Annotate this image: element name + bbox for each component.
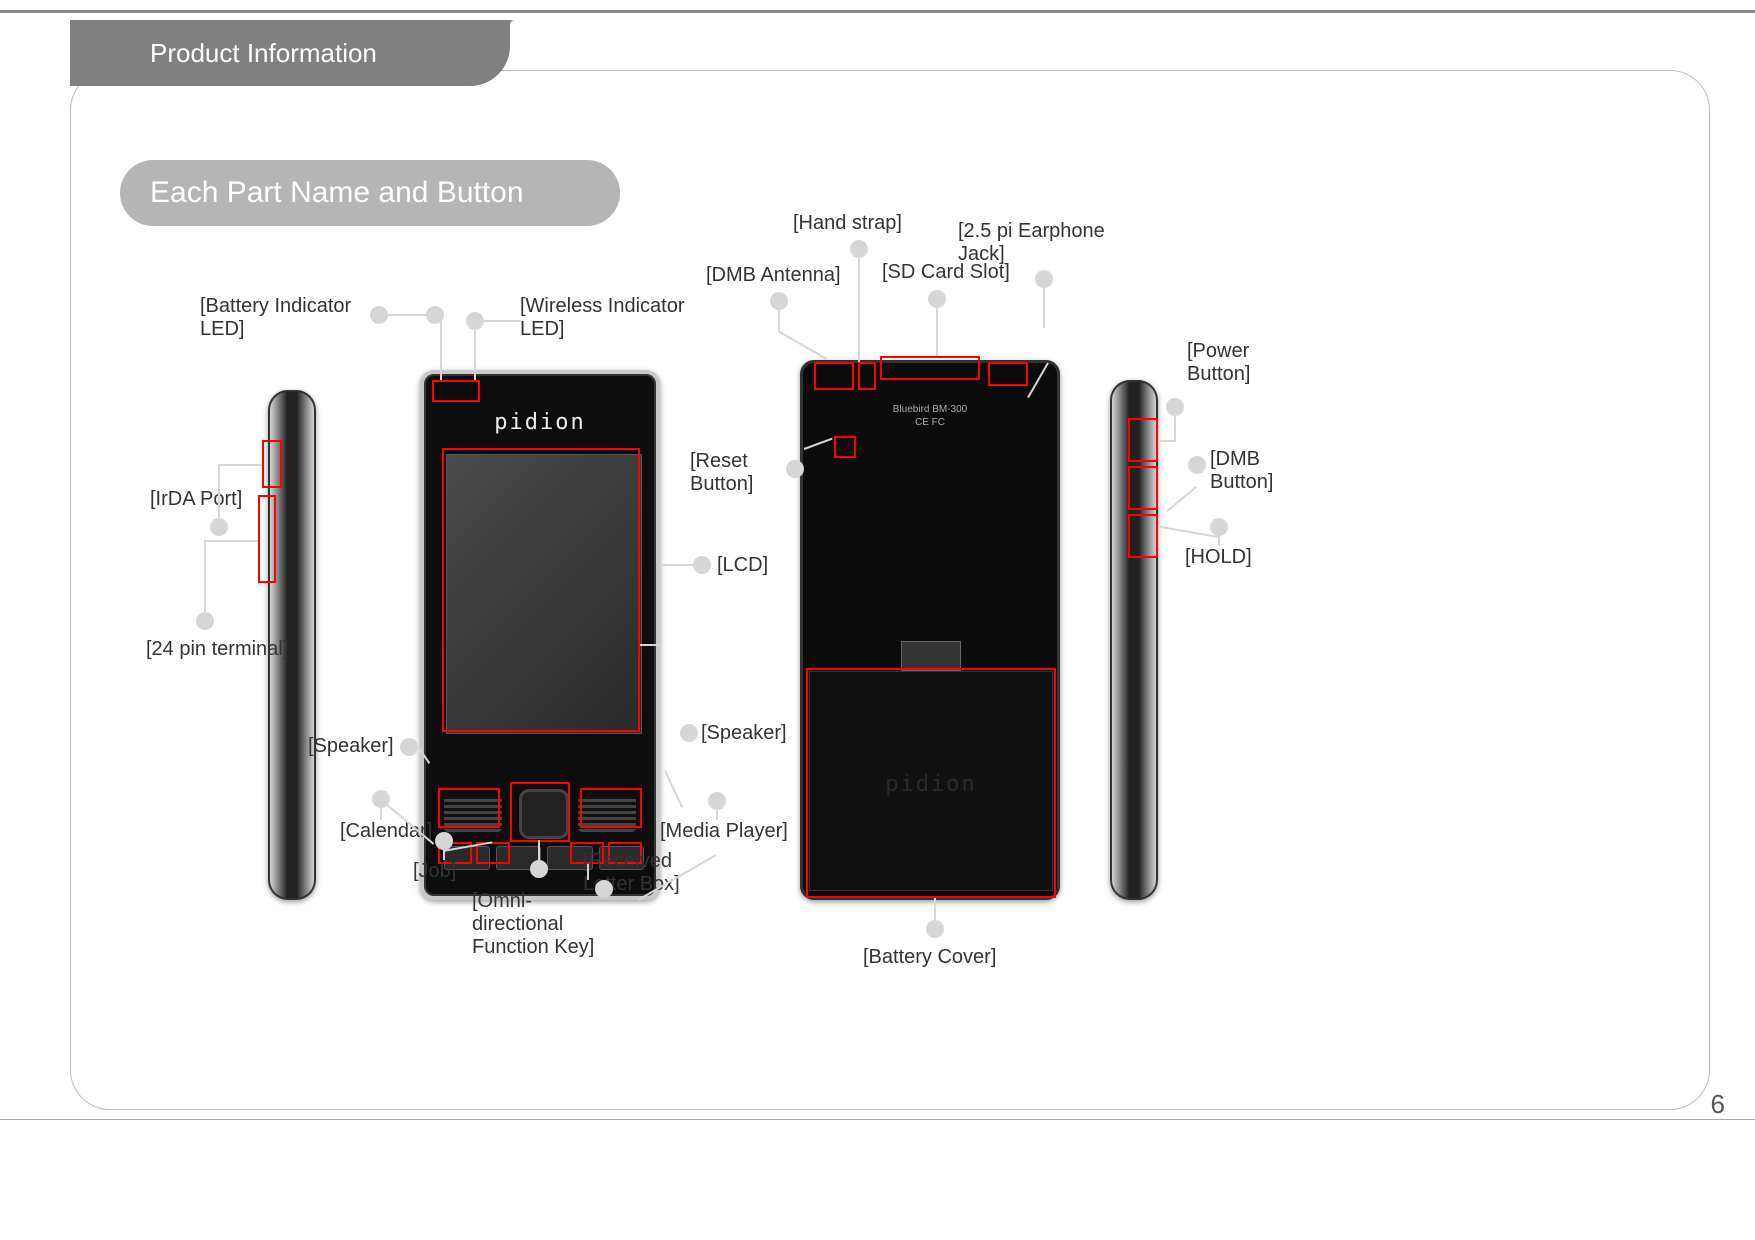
dot-hand-strap [850, 240, 868, 258]
leader-batt-cover-v [934, 898, 936, 920]
dot-dmb-btn [1188, 456, 1206, 474]
hl-speaker-l [438, 788, 500, 828]
brand-front: pidion [424, 410, 656, 435]
leader-lcd-d [640, 644, 662, 646]
hl-earphone [988, 362, 1028, 386]
leader-sd-v [936, 308, 938, 356]
dot-irda [210, 518, 228, 536]
leader-lcd-v [660, 564, 662, 644]
leader-wireless-h [484, 320, 520, 322]
dot-power [1166, 398, 1184, 416]
leader-received [587, 864, 589, 880]
dot-dmb-ant [770, 292, 788, 310]
label-dmb-ant: [DMB Antenna] [706, 264, 841, 287]
dot-earphone [1035, 270, 1053, 288]
dot-battery-led [370, 306, 388, 324]
label-24pin: [24 pin terminal] [146, 638, 288, 661]
dot-sd [928, 290, 946, 308]
hl-sd [880, 356, 980, 380]
hl-leds [432, 380, 480, 402]
windows-mobile-badge [901, 641, 961, 671]
dot-hold [1210, 518, 1228, 536]
hl-power [1128, 418, 1158, 462]
label-earphone: [2.5 pi Earphone Jack] [958, 220, 1118, 266]
hl-reset [834, 436, 856, 458]
label-speaker-r: [Speaker] [701, 722, 787, 745]
leader-lcd-h [662, 564, 693, 566]
hl-lcd [442, 448, 640, 732]
header-title: Product Information [150, 38, 377, 69]
hl-speaker-r [580, 788, 642, 828]
dot-speaker-r [680, 724, 698, 742]
back-model: Bluebird BM-300 CE FC [801, 403, 1059, 429]
leader-irda-h [218, 464, 220, 518]
leader-power-d [1158, 440, 1176, 442]
label-wireless-led: [Wireless Indicator LED] [520, 295, 720, 341]
label-hold: [HOLD] [1185, 546, 1252, 569]
label-lcd: [LCD] [717, 554, 768, 577]
leader-dmb-ant-v [778, 310, 780, 330]
section-title: Each Part Name and Button [150, 176, 524, 210]
header-pill: Product Information [70, 20, 510, 86]
dot-lcd [693, 556, 711, 574]
leader-wireless-v [474, 320, 476, 380]
dot-media [708, 792, 726, 810]
leader-dmb-ant-d [778, 330, 827, 360]
label-battery-led: [Battery Indicator LED] [200, 295, 380, 341]
hl-hold [1128, 514, 1158, 558]
hl-batt-cover [806, 668, 1056, 898]
label-reset: [Reset Button] [690, 450, 780, 496]
leader-calendar-v [380, 808, 382, 820]
dot-batt-cover [926, 920, 944, 938]
label-dmb-btn: [DMB Button] [1210, 448, 1290, 494]
leader-24pin-v [204, 540, 206, 612]
dot-24pin [196, 612, 214, 630]
leader-irda-d [218, 464, 262, 466]
leader-media-v [716, 810, 718, 820]
hl-hand-strap [858, 362, 876, 390]
hl-nav [510, 782, 570, 842]
dot-received [595, 880, 613, 898]
diagram-area: pidion Bluebird BM-300 CE FC pidion [70, 120, 1710, 1100]
hl-dmb-btn [1128, 466, 1158, 510]
leader-battery-led-v [440, 314, 442, 380]
dot-omni [530, 860, 548, 878]
dot-job [435, 832, 453, 850]
hl-dmb-ant [814, 362, 854, 390]
page-number: 6 [1711, 1089, 1725, 1120]
leader-speaker-r [664, 770, 683, 807]
leader-power-v [1174, 416, 1176, 440]
label-job: [Job] [413, 860, 456, 883]
leader-omni-v [538, 840, 540, 860]
hl-24pin [258, 495, 276, 583]
label-hand-strap: [Hand strap] [793, 212, 902, 235]
label-media: [Media Player] [660, 820, 788, 843]
label-batt-cover: [Battery Cover] [863, 946, 996, 969]
dot-reset [786, 460, 804, 478]
label-irda: [IrDA Port] [150, 488, 242, 511]
leader-dmb-btn-h [1166, 486, 1196, 512]
label-omni: [Omni-directional Function Key] [472, 890, 612, 959]
dot-speaker-l [400, 738, 418, 756]
dot-wireless-led-1 [426, 306, 444, 324]
label-speaker-l: [Speaker] [308, 735, 394, 758]
leader-earphone-v [1043, 288, 1045, 328]
leader-24pin-h [204, 540, 258, 542]
leader-hand-strap-v [858, 258, 860, 362]
leader-hold-v [1218, 536, 1220, 546]
label-power: [Power Button] [1187, 340, 1277, 386]
section-pill: Each Part Name and Button [120, 160, 620, 226]
hl-irda [262, 440, 282, 488]
